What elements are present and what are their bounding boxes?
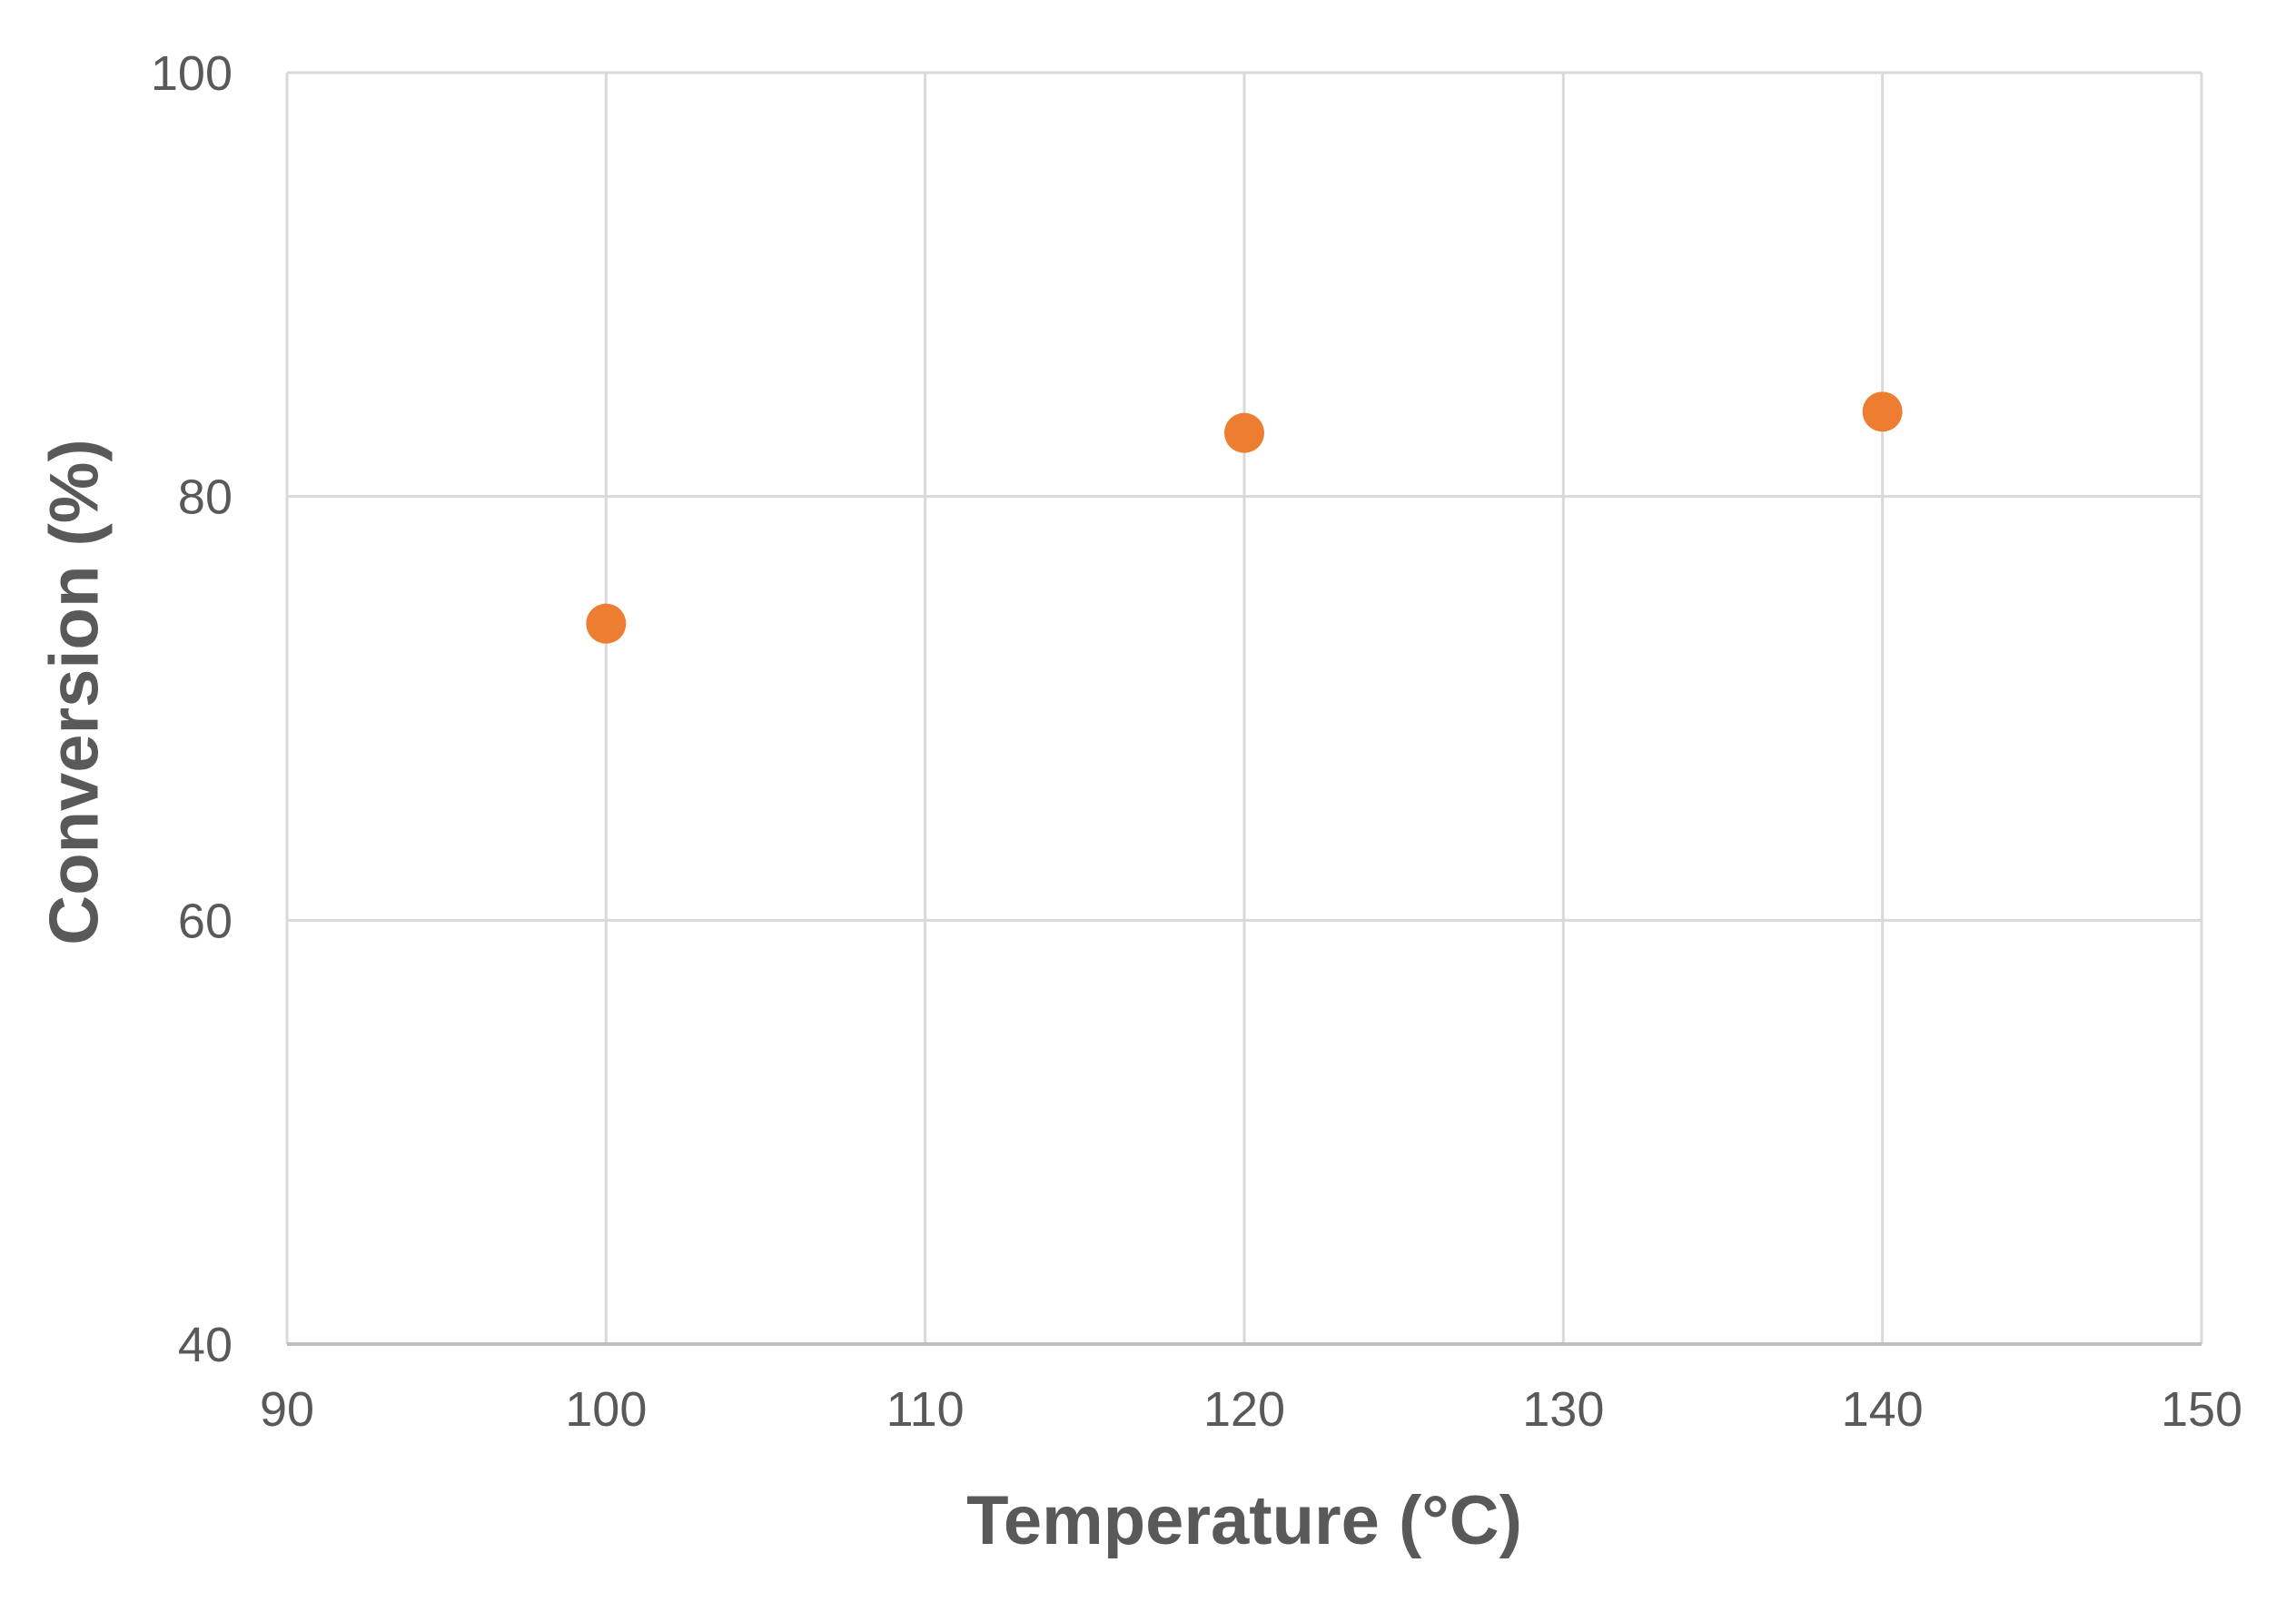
x-tick-label: 90	[260, 1382, 314, 1437]
x-tick-label: 130	[1522, 1382, 1604, 1437]
x-tick-label: 110	[886, 1382, 965, 1437]
x-tick-label: 100	[565, 1382, 647, 1437]
y-tick-label: 60	[178, 894, 233, 948]
y-tick-label: 40	[178, 1318, 233, 1372]
y-tick-label: 80	[178, 470, 233, 525]
data-point	[1224, 412, 1264, 453]
y-tick-label: 100	[151, 46, 233, 101]
tick-labels: 90 100 110 120 130 140 150 40 60 80 100	[151, 46, 2242, 1437]
data-point	[1862, 391, 1903, 432]
data-points	[586, 391, 1903, 644]
gridlines	[285, 71, 2203, 1346]
x-tick-label: 120	[1203, 1382, 1285, 1437]
x-axis-title: Temperature (°C)	[966, 1482, 1522, 1559]
y-axis-title: Conversion (%)	[36, 439, 114, 944]
data-point	[586, 603, 627, 644]
x-tick-label: 150	[2161, 1382, 2242, 1437]
x-tick-label: 140	[1842, 1382, 1924, 1437]
